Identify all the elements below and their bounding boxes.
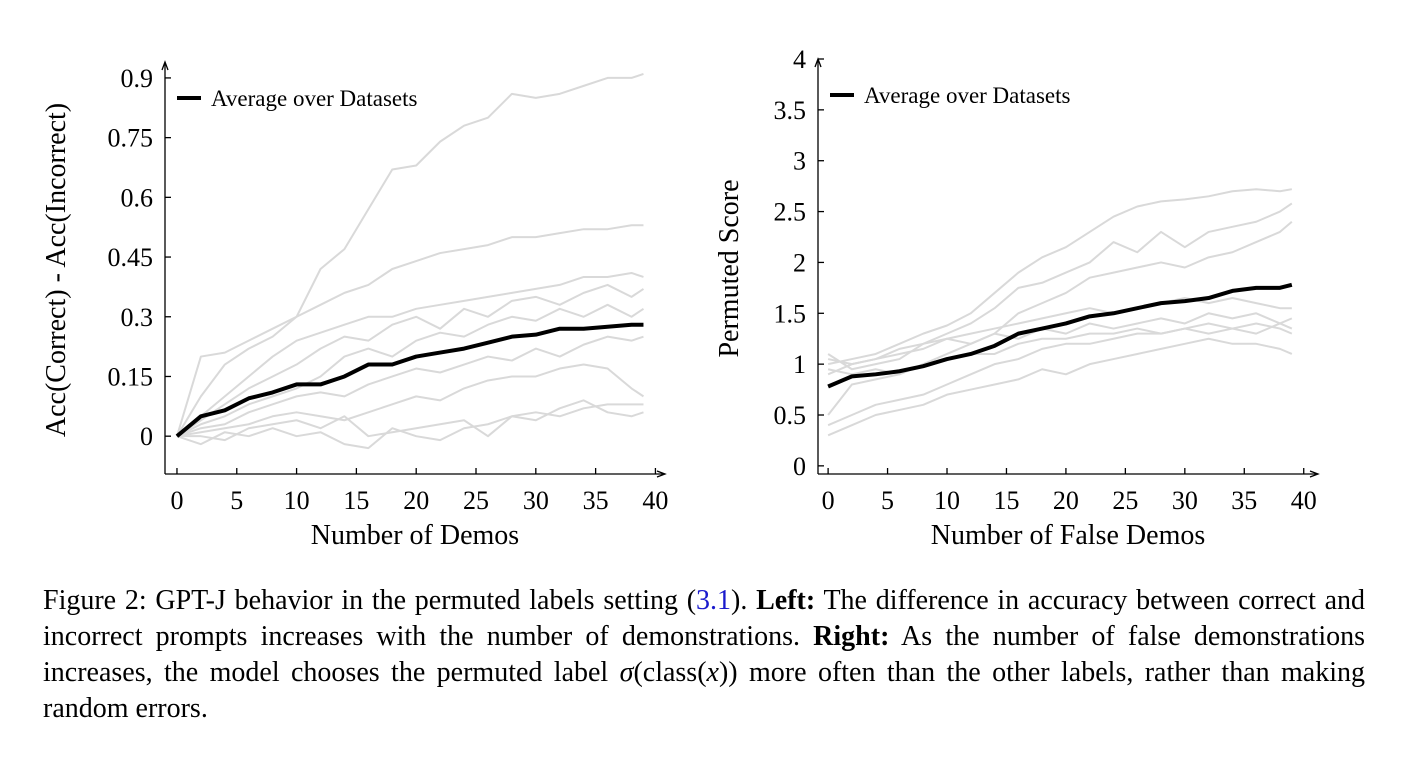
legend-label: Average over Datasets: [864, 83, 1071, 108]
dataset-line: [827, 322, 1293, 427]
caption-intro: Figure 2: GPT-J behavior in the permuted…: [43, 585, 697, 616]
caption-text: ).: [731, 585, 748, 616]
dataset-line: [176, 224, 644, 437]
average-line: [175, 322, 644, 438]
dataset-line: [176, 72, 644, 437]
dataset-line: [176, 363, 645, 438]
dataset-line: [176, 303, 645, 438]
y-tick-label: 0.5: [774, 401, 807, 430]
y-tick-label: 0: [140, 422, 153, 451]
caption: Figure 2: GPT-J behavior in the permuted…: [43, 583, 1365, 727]
y-tick-label: 4: [793, 45, 806, 74]
caption-text: The difference in accuracy between corre…: [43, 585, 1366, 652]
axis-arrow: [656, 470, 667, 478]
x-tick-label: 40: [642, 486, 668, 515]
y-axis-label: Acc(Correct) - Acc(Incorrect): [41, 103, 72, 437]
dataset-line: [827, 188, 1293, 366]
dataset-line: [827, 297, 1292, 366]
y-axis-label: Permuted Score: [714, 179, 745, 357]
x-tick-label: 30: [523, 486, 549, 515]
x-tick-label: 5: [881, 486, 894, 515]
math: (class(: [633, 657, 707, 688]
y-tick-label: 3: [793, 147, 806, 176]
y-tick-label: 0.6: [121, 183, 154, 212]
x-tick-label: 15: [343, 486, 369, 515]
y-tick-label: 0.45: [108, 243, 154, 272]
y-tick-label: 0.75: [108, 124, 154, 153]
y-tick-label: 0.15: [108, 362, 154, 391]
caption-label: Right:: [813, 621, 890, 652]
x-tick-label: 0: [170, 486, 183, 515]
x-tick-label: 30: [1172, 486, 1198, 515]
dataset-line: [176, 399, 644, 442]
y-tick-label: 0: [793, 452, 806, 481]
caption-text: As the number of false demonstrations in…: [43, 621, 1365, 688]
caption-text: more often than the other labels, rather…: [43, 657, 1366, 724]
dataset-line: [176, 403, 644, 450]
dataset-line: [176, 271, 644, 437]
caption-label: Left:: [756, 585, 816, 616]
legend-label: Average over Datasets: [211, 86, 418, 111]
x-tick-label: 10: [284, 486, 310, 515]
x-tick-label: 0: [822, 486, 835, 515]
section-ref[interactable]: 3.1: [696, 585, 732, 616]
y-tick-label: 2: [793, 248, 806, 277]
math: )): [718, 657, 738, 688]
x-axis-label: Number of Demos: [311, 520, 519, 551]
y-tick-label: 0.3: [121, 303, 154, 332]
axis-arrow: [1309, 470, 1320, 478]
x-tick-label: 15: [993, 486, 1019, 515]
y-tick-label: 1: [793, 350, 806, 379]
y-tick-label: 1.5: [774, 299, 807, 328]
x-tick-label: 20: [1053, 486, 1079, 515]
dataset-line: [176, 335, 644, 438]
math: σ: [619, 657, 634, 688]
math: x: [706, 657, 719, 688]
dataset-line: [176, 283, 645, 438]
axis-arrow: [161, 60, 169, 71]
x-tick-label: 35: [1231, 486, 1257, 515]
y-tick-label: 2.5: [774, 198, 807, 227]
x-tick-label: 35: [583, 486, 609, 515]
x-tick-label: 5: [230, 486, 243, 515]
x-tick-label: 40: [1291, 486, 1317, 515]
x-tick-label: 25: [1112, 486, 1138, 515]
dataset-line: [827, 312, 1293, 371]
figure: 00.150.30.450.60.750.90 5 10 15 20 25 30 35 40Nu…: [41, 45, 1320, 551]
y-tick-label: 3.5: [774, 96, 807, 125]
x-tick-label: 25: [463, 486, 489, 515]
average-line: [827, 282, 1293, 389]
dataset-line: [827, 337, 1293, 437]
y-tick-label: 0.9: [121, 64, 154, 93]
x-axis-label: Number of False Demos: [931, 520, 1206, 551]
x-tick-label: 10: [934, 486, 960, 515]
dataset-line: [827, 202, 1293, 376]
x-tick-label: 20: [403, 486, 429, 515]
